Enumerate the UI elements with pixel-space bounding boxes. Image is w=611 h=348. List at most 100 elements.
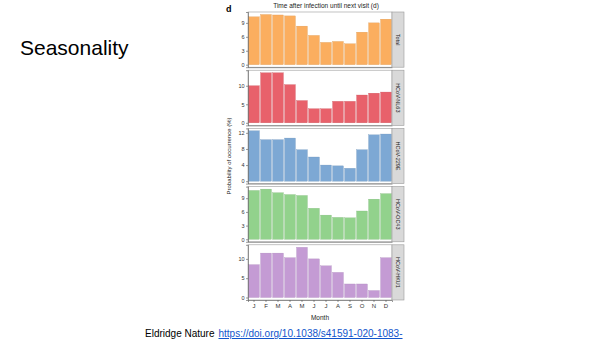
y-axis: 0510	[238, 71, 248, 126]
bar	[261, 253, 272, 297]
y-tick: 4	[241, 162, 248, 168]
facet-panel: 0369Total	[241, 12, 404, 68]
bar	[357, 150, 368, 181]
y-tick-label: 0	[241, 237, 244, 243]
y-tick-mark	[246, 149, 248, 150]
bar	[249, 17, 260, 65]
bar	[285, 138, 296, 181]
y-tick-mark	[246, 123, 248, 124]
bar	[357, 95, 368, 123]
x-axis-line	[249, 125, 393, 126]
facet-panel: 04812HCoV-229E	[238, 128, 404, 184]
facet-strip	[392, 245, 404, 300]
y-tick-label: 9	[241, 20, 244, 26]
citation-link: https://doi.org/10.1038/s41591-020-1083-	[218, 328, 402, 339]
bar	[381, 258, 392, 298]
y-tick: 12	[238, 130, 248, 136]
y-tick: 9	[241, 195, 248, 201]
x-tick-label: F	[264, 303, 268, 309]
slide-title: Seasonality	[20, 36, 129, 59]
x-tick: S	[348, 300, 352, 309]
y-tick-mark	[246, 86, 248, 87]
bar	[285, 16, 296, 65]
x-tick-mark	[386, 300, 387, 302]
bar	[285, 258, 296, 298]
y-tick-label: 6	[241, 34, 244, 40]
y-tick-mark	[246, 104, 248, 105]
x-tick-label: O	[360, 303, 365, 309]
bar	[285, 195, 296, 240]
bar	[333, 272, 344, 297]
bar	[321, 165, 332, 181]
plot-frame	[248, 12, 392, 67]
bar	[273, 73, 284, 123]
y-tick-label: 4	[241, 162, 244, 168]
x-tick-mark	[290, 300, 291, 302]
bar	[261, 189, 272, 239]
x-tick-mark	[338, 300, 339, 302]
x-axis-line	[249, 242, 393, 243]
y-tick: 6	[241, 209, 248, 215]
facet-strip	[392, 12, 404, 67]
x-tick: M	[300, 300, 305, 309]
x-tick-mark	[302, 300, 303, 302]
bar	[381, 92, 392, 123]
bar	[345, 101, 356, 122]
y-tick: 6	[241, 34, 248, 40]
bar	[297, 150, 308, 181]
y-tick-mark	[246, 181, 248, 182]
y-tick-mark	[246, 133, 248, 134]
bar	[249, 131, 260, 181]
x-tick-mark	[362, 300, 363, 302]
bar	[333, 41, 344, 64]
facet-panel: 0510JFMAMJJASONDHCoV-HKU1Month	[238, 245, 404, 321]
plot-frame	[248, 187, 392, 242]
x-tick-mark	[374, 300, 375, 302]
y-axis-line	[246, 71, 249, 126]
bar	[333, 217, 344, 239]
bar	[297, 101, 308, 123]
y-tick: 8	[241, 146, 248, 152]
y-axis: 0369	[241, 13, 248, 68]
bar	[321, 109, 332, 123]
bar	[321, 42, 332, 64]
bar	[249, 265, 260, 298]
bar	[297, 195, 308, 239]
y-tick-mark	[246, 37, 248, 38]
y-tick-mark	[246, 65, 248, 66]
x-tick: J	[325, 300, 328, 309]
x-axis-title: Month	[311, 314, 329, 321]
bar	[273, 193, 284, 240]
y-axis: 0510	[238, 245, 248, 300]
x-tick-label: J	[325, 303, 328, 309]
bar	[357, 284, 368, 298]
y-tick-label: 0	[241, 120, 244, 126]
x-tick-label: N	[372, 303, 376, 309]
y-tick-label: 0	[241, 62, 244, 68]
y-axis-title: Probability of occurrence (%)	[226, 117, 232, 194]
x-tick: J	[253, 300, 256, 309]
bars	[249, 15, 392, 65]
plot-frame	[248, 70, 392, 125]
bar	[381, 194, 392, 240]
y-tick: 10	[238, 256, 248, 262]
x-tick: A	[288, 300, 292, 309]
bar	[273, 15, 284, 65]
x-tick-mark	[254, 300, 255, 302]
facet-panel: 0510 HCoV-NL63	[238, 70, 404, 126]
bar	[249, 86, 260, 123]
bar	[381, 19, 392, 65]
facet-label: HCoV-NL63	[395, 83, 401, 112]
bar	[309, 259, 320, 298]
bar	[249, 190, 260, 239]
x-axis-line	[249, 301, 393, 303]
x-axis	[249, 183, 393, 185]
x-tick: D	[384, 300, 389, 309]
bar	[261, 140, 272, 182]
x-tick-mark	[326, 300, 327, 302]
x-tick-label: M	[276, 303, 281, 309]
bar	[369, 135, 380, 181]
x-tick-label: D	[384, 303, 389, 309]
y-tick-mark	[246, 226, 248, 227]
bar	[345, 44, 356, 65]
